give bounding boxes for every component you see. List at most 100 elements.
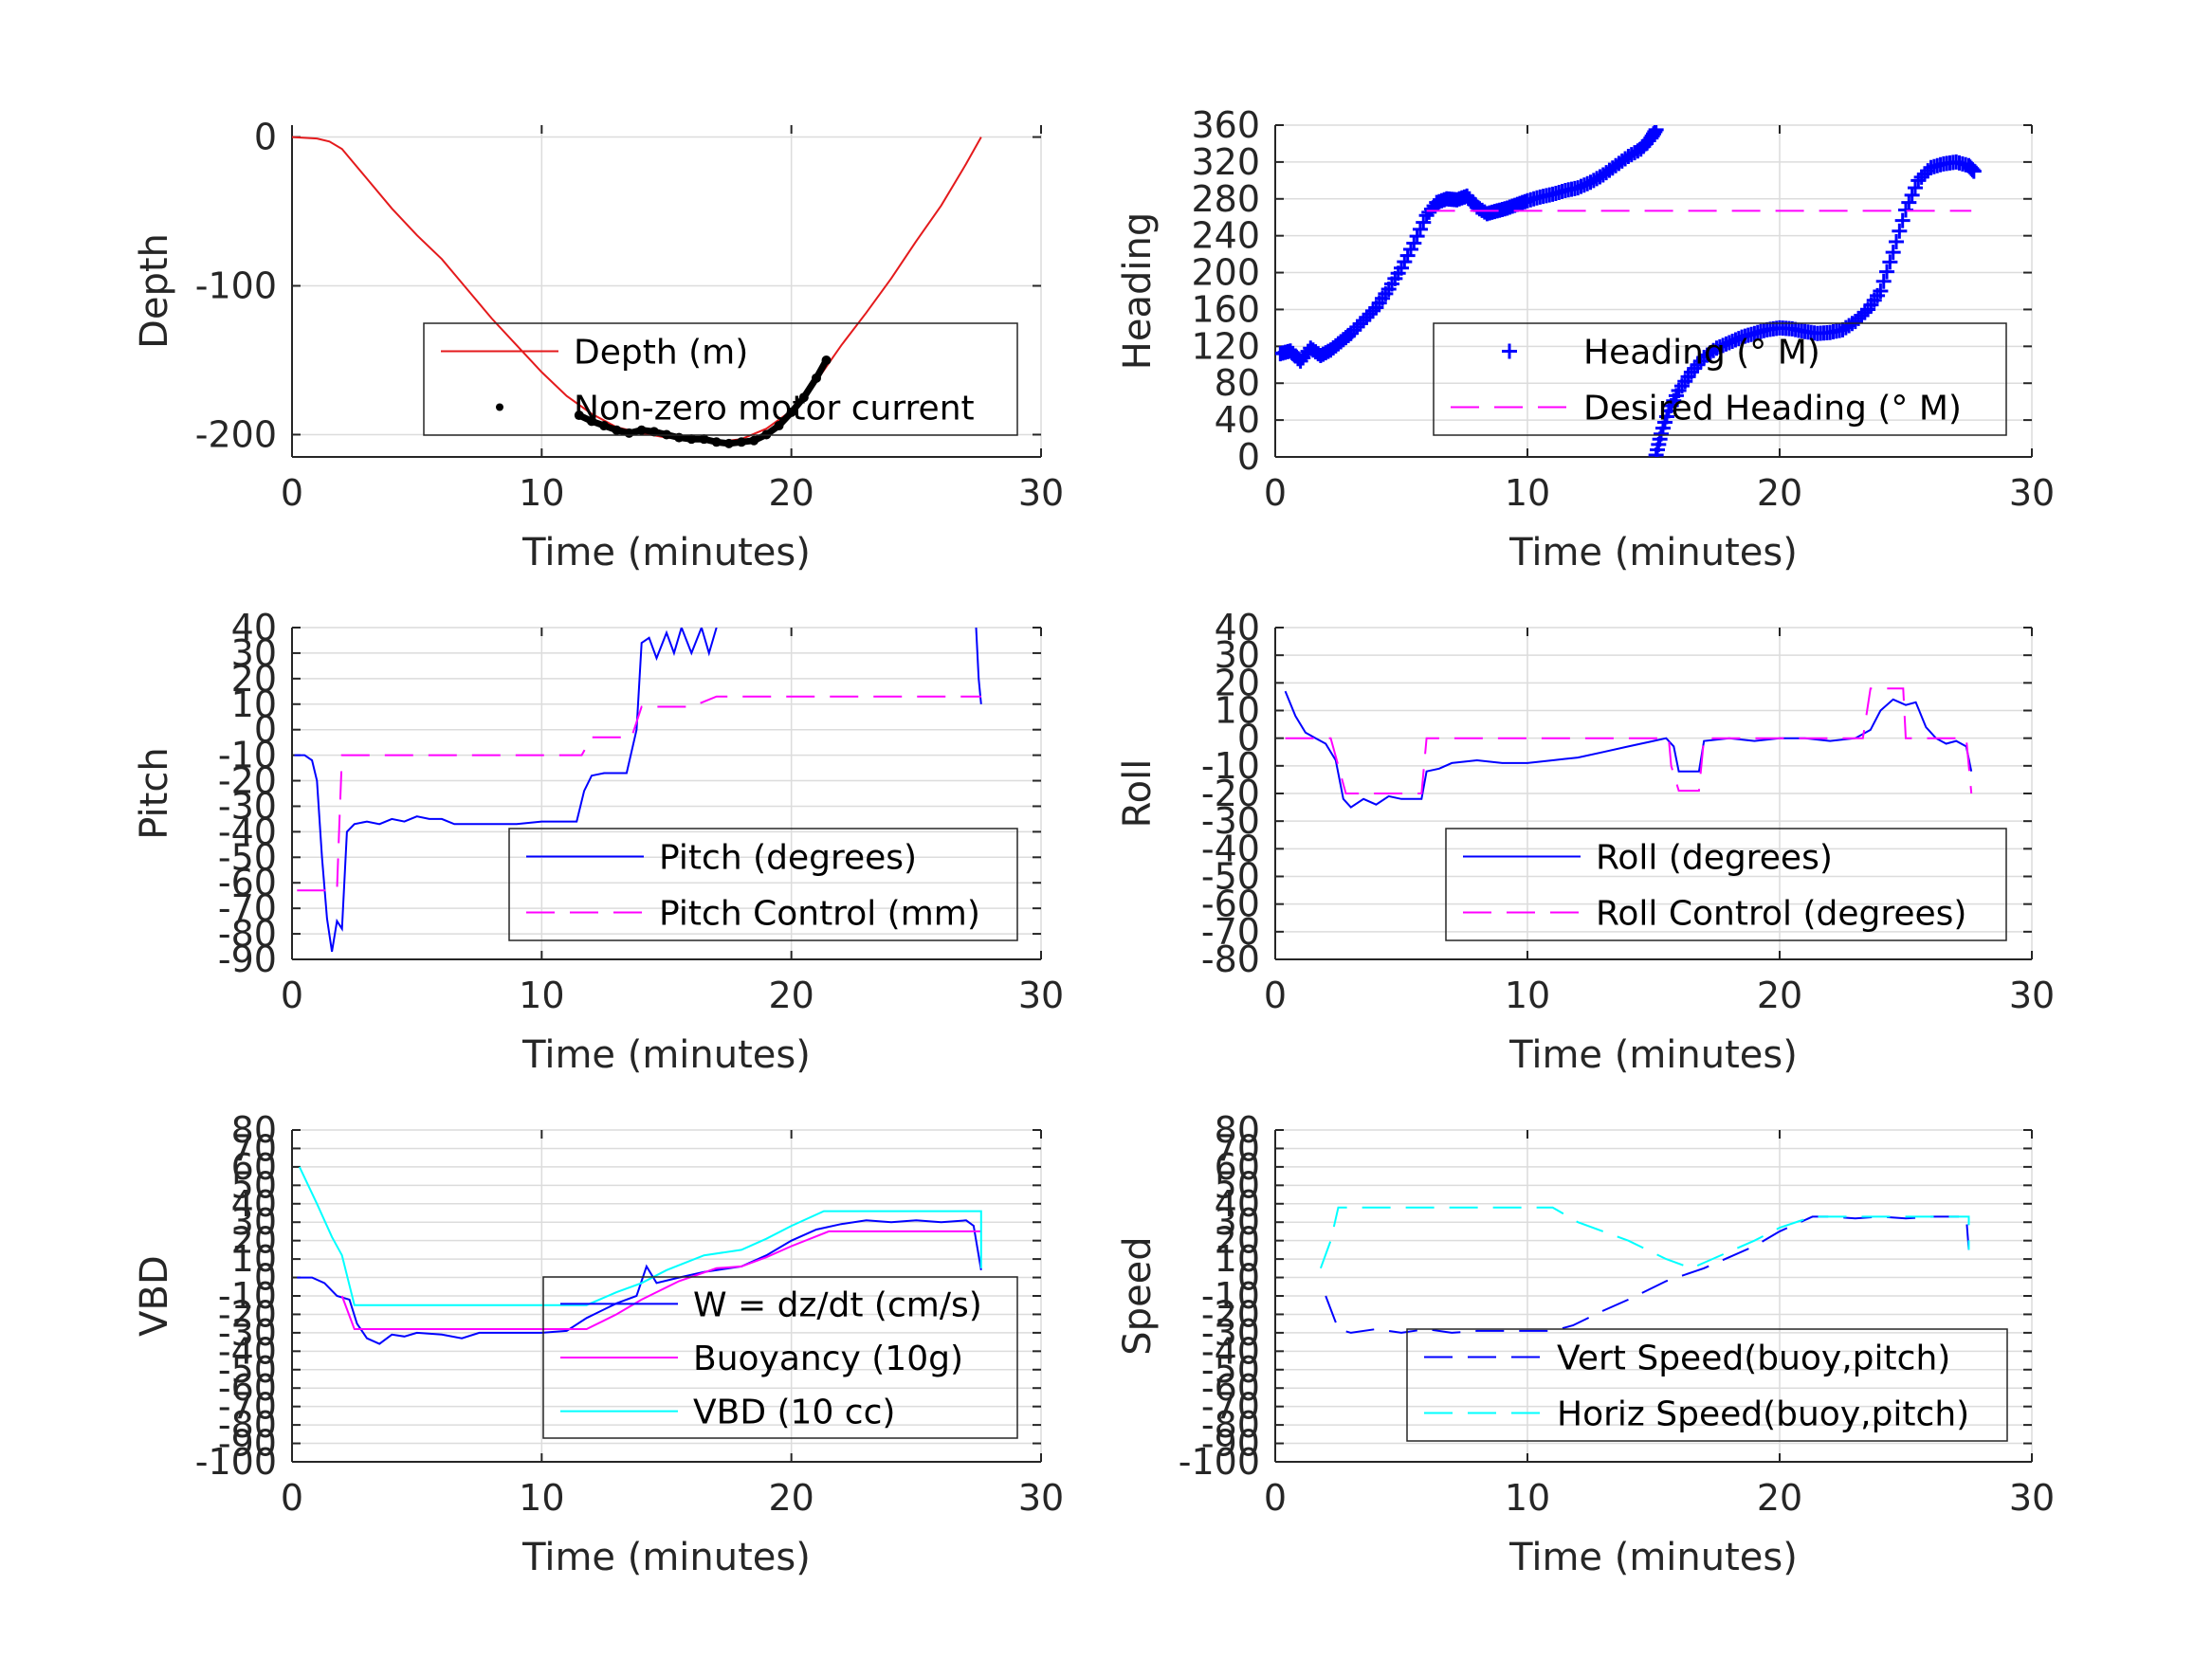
x-tick-label: 10	[1505, 975, 1550, 1016]
y-tick-label: 0	[1237, 436, 1260, 478]
y-tick-label: -70	[1201, 1386, 1260, 1428]
y-tick-label: 0	[254, 1257, 277, 1299]
data-point	[1885, 245, 1901, 261]
data-point	[1907, 180, 1923, 196]
data-point	[1901, 194, 1917, 210]
y-tick-label: 10	[1215, 690, 1260, 732]
legend: Heading (° M) Desired Heading (° M)	[1433, 322, 2007, 436]
y-tick-label: -10	[1201, 745, 1260, 787]
legend-label: Buoyancy (10g)	[693, 1340, 963, 1378]
x-tick-label: 10	[519, 975, 564, 1016]
y-tick-label: 30	[1215, 1201, 1260, 1243]
y-tick-label: 40	[231, 1183, 277, 1225]
data-point	[1614, 153, 1630, 169]
y-tick-label: 40	[1215, 399, 1260, 441]
plot-series	[1319, 1206, 1970, 1334]
data-point	[1965, 162, 1981, 178]
legend: Vert Speed(buoy,pitch) Horiz Speed(buoy,p…	[1406, 1328, 2008, 1442]
y-tick-label: 200	[1191, 252, 1260, 294]
y-tick-label: -10	[1201, 1275, 1260, 1317]
data-point	[1652, 431, 1668, 447]
y-tick-label: -20	[1201, 1293, 1260, 1335]
y-tick-label: -10	[218, 735, 277, 776]
y-tick-label: -100	[195, 265, 277, 307]
x-tick-label: 20	[1757, 472, 1802, 514]
data-point	[1870, 287, 1886, 303]
y-tick-label: -40	[218, 811, 277, 852]
y-tick-label: 70	[1215, 1127, 1260, 1169]
y-axis-label: Roll	[1116, 759, 1160, 829]
y-tick-label: -30	[218, 1312, 277, 1354]
data-point	[1647, 125, 1663, 140]
data-point	[1904, 187, 1920, 203]
x-axis-label: Time (minutes)	[1508, 531, 1798, 574]
y-axis-label: Heading	[1116, 212, 1160, 370]
data-point	[1889, 233, 1905, 249]
chart-5: 0 10 20 3080706050403020100-10-20-30-40-50-…	[133, 1109, 1064, 1579]
legend-label: Depth (m)	[574, 334, 748, 373]
chart-1: 0 10 20 30 0 -100 -200 Time (minutes) Depth Depth…	[133, 117, 1064, 574]
x-tick-label: 10	[1505, 1477, 1550, 1519]
legend-label: W = dz/dt (cm/s)	[693, 1285, 982, 1324]
x-tick-label: 0	[281, 472, 303, 514]
series-line	[1284, 690, 1973, 809]
y-tick-label: -40	[1201, 1330, 1260, 1372]
y-tick-label: -80	[218, 1404, 277, 1446]
data-point	[1916, 166, 1932, 182]
data-point	[1402, 242, 1418, 258]
data-point	[1416, 214, 1432, 230]
x-axis-label: Time (minutes)	[1508, 1033, 1798, 1077]
y-tick-label: -80	[1201, 1404, 1260, 1446]
plot-area	[1275, 125, 2032, 457]
legend: Roll (degrees) Roll Control (degrees)	[1445, 828, 2007, 941]
x-tick-label: 0	[1264, 1477, 1287, 1519]
data-point	[1854, 307, 1870, 323]
y-tick-label: 0	[254, 117, 277, 158]
y-tick-label: -50	[218, 836, 277, 878]
y-tick-label: 20	[231, 1220, 277, 1262]
y-axis-label: Speed	[1116, 1236, 1160, 1355]
y-tick-label: -20	[218, 760, 277, 802]
y-axis-label: VBD	[133, 1255, 176, 1337]
data-point	[1841, 318, 1857, 334]
data-point	[1362, 306, 1378, 322]
legend-label: VBD (10 cc)	[693, 1394, 895, 1432]
y-tick-label: 20	[1215, 662, 1260, 703]
y-tick-label: 20	[1215, 1220, 1260, 1262]
y-tick-label: 80	[1215, 1109, 1260, 1151]
data-point	[1409, 228, 1425, 245]
y-tick-label: -40	[1201, 828, 1260, 869]
legend-box	[542, 1276, 1018, 1439]
motor-current-trace	[576, 356, 830, 447]
y-tick-label: -50	[218, 1349, 277, 1391]
series-line	[1319, 1206, 1970, 1269]
data-point	[1882, 254, 1898, 270]
x-tick-label: 0	[1264, 975, 1287, 1016]
data-point	[1378, 285, 1394, 301]
y-tick-label: 240	[1191, 215, 1260, 257]
y-tick-label: 30	[231, 632, 277, 674]
plot-area	[292, 628, 1041, 959]
y-tick-label: -100	[195, 1441, 277, 1483]
y-tick-label: -80	[218, 913, 277, 955]
data-point	[1464, 193, 1480, 210]
y-tick-label: -100	[1179, 1441, 1260, 1483]
y-tick-label: 10	[1215, 1238, 1260, 1280]
legend-box	[1445, 828, 2007, 941]
y-tick-label: 320	[1191, 141, 1260, 183]
y-tick-label: 30	[231, 1201, 277, 1243]
y-tick-label: -80	[1201, 939, 1260, 980]
legend-box	[1433, 322, 2007, 436]
y-tick-label: -50	[1201, 856, 1260, 898]
data-point	[1390, 265, 1406, 282]
x-tick-label: 20	[768, 975, 814, 1016]
y-tick-label: 70	[231, 1127, 277, 1169]
x-axis-label: Time (minutes)	[521, 1536, 811, 1579]
series-line	[1285, 687, 1973, 794]
y-tick-label: 80	[231, 1109, 277, 1151]
y-tick-label: 0	[254, 709, 277, 751]
y-tick-label: -50	[1201, 1349, 1260, 1391]
data-point	[1892, 223, 1908, 239]
legend-label: Roll Control (degrees)	[1596, 895, 1966, 934]
